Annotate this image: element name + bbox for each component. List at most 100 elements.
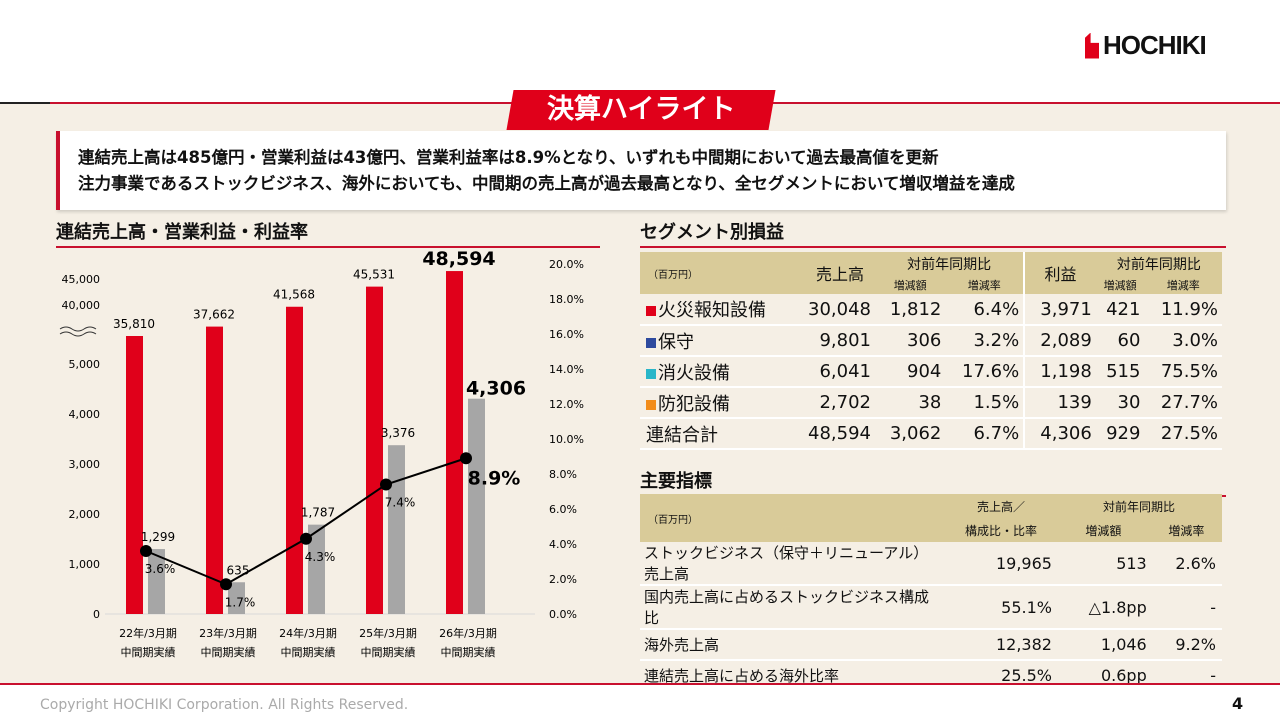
profit-bar — [148, 549, 165, 614]
sales-data-label: 45,531 — [353, 268, 395, 282]
divider-accent — [0, 102, 50, 104]
category-label: 中間期実績 — [121, 645, 176, 659]
cell-pr: 3.0% — [1144, 325, 1222, 357]
right-tick: 14.0% — [549, 363, 584, 376]
table-row: 海外売上高 12,382 1,046 9.2% — [640, 629, 1222, 661]
profit-data-label: 635 — [227, 563, 250, 577]
sales-data-label: 35,810 — [113, 317, 155, 331]
profit-data-label: 4,306 — [466, 378, 526, 400]
cell-value: 25.5% — [946, 660, 1056, 692]
cell-profit: 139 — [1023, 387, 1096, 419]
kpi-section-title: 主要指標 — [640, 467, 1226, 497]
cell-pr: 27.5% — [1144, 418, 1222, 450]
sales-bar — [366, 286, 383, 614]
kpi-name: 国内売上高に占めるストックビジネス構成比 — [640, 585, 946, 630]
table-row: 防犯設備 2,702 38 1.5% 139 30 27.7% — [640, 387, 1222, 419]
segment-name: 防犯設備 — [640, 387, 805, 419]
segment-name-text: 火災報知設備 — [658, 300, 766, 321]
margin-data-label: 7.4% — [385, 496, 416, 510]
left-tick: 45,000 — [62, 273, 101, 286]
cell-pd: 515 — [1095, 356, 1145, 388]
cell-rate: 9.2% — [1150, 629, 1222, 661]
kpi-name: 海外売上高 — [640, 629, 946, 661]
header-value: 売上高／ — [946, 494, 1056, 518]
header-yoy: 対前年同期比 — [1095, 252, 1222, 276]
cell-sd: 3,062 — [875, 418, 946, 450]
summary-line: 注力事業であるストックビジネス、海外においても、中間期の売上高が過去最高となり、… — [78, 174, 1015, 193]
cell-sales: 9,801 — [805, 325, 875, 357]
segment-name: 火災報知設備 — [640, 294, 805, 326]
right-tick: 0.0% — [549, 608, 577, 621]
sales-profit-chart: 0 1,000 2,000 3,000 4,000 5,000 40,000 45,000 0.… — [59, 248, 584, 659]
unit-label: （百万円） — [640, 494, 946, 542]
cell-rate: - — [1150, 660, 1222, 692]
margin-point — [140, 545, 152, 557]
cell-value: 55.1% — [946, 585, 1056, 630]
kpi-name: 連結売上高に占める海外比率 — [640, 660, 946, 692]
table-row: 連結合計 48,594 3,062 6.7% 4,306 929 27.5% — [640, 418, 1222, 450]
segment-name-text: 連結合計 — [646, 424, 718, 446]
cell-pd: 421 — [1095, 294, 1145, 326]
cell-pr: 11.9% — [1144, 294, 1222, 326]
cell-profit: 1,198 — [1023, 356, 1096, 388]
sales-data-label: 37,662 — [193, 308, 235, 322]
segment-table: （百万円） 売上高 対前年同期比 利益 対前年同期比 増減額 増減率 増減額 増減率 火災報知… — [640, 252, 1222, 450]
header-rate: 増減率 — [1144, 276, 1222, 294]
cell-rate: - — [1150, 585, 1222, 630]
summary-line: 連結売上高は485億円・営業利益は43億円、営業利益率は8.9%となり、いずれも… — [78, 148, 939, 167]
left-tick: 3,000 — [69, 458, 101, 471]
header-profit: 利益 — [1023, 252, 1096, 294]
cell-diff: 1,046 — [1055, 629, 1151, 661]
margin-line — [145, 457, 467, 586]
right-tick: 8.0% — [549, 468, 577, 481]
right-tick: 16.0% — [549, 328, 584, 341]
copyright: Copyright HOCHIKI Corporation. All Right… — [40, 697, 409, 713]
kpi-table: （百万円） 売上高／ 対前年同期比 構成比・比率 増減額 増減率 ストックビジネス（保守… — [640, 494, 1222, 692]
cell-sd: 306 — [875, 325, 946, 357]
cell-sr: 6.7% — [945, 418, 1025, 450]
cell-sales: 2,702 — [805, 387, 875, 419]
header-rate: 増減率 — [945, 276, 1025, 294]
category-label: 24年/3月期 — [279, 626, 337, 640]
margin-data-label: 3.6% — [145, 562, 176, 576]
cell-pd: 60 — [1095, 325, 1145, 357]
cell-value: 12,382 — [946, 629, 1056, 661]
profit-bar — [308, 524, 325, 614]
header-diff: 増減額 — [1055, 518, 1151, 542]
header-diff: 増減額 — [875, 276, 946, 294]
legend-square-icon — [646, 337, 656, 348]
chart-section-title: 連結売上高・営業利益・利益率 — [56, 218, 600, 248]
right-tick: 12.0% — [549, 398, 584, 411]
right-tick: 10.0% — [549, 433, 584, 446]
cell-value: 19,965 — [946, 542, 1056, 586]
cell-profit: 3,971 — [1023, 294, 1096, 326]
cell-sd: 38 — [875, 387, 946, 419]
margin-data-label: 4.3% — [305, 550, 336, 564]
cell-sd: 904 — [875, 356, 946, 388]
profit-bar — [468, 398, 485, 614]
category-label: 22年/3月期 — [119, 626, 177, 640]
segment-name-text: 消火設備 — [658, 362, 730, 384]
sales-data-label: 41,568 — [273, 288, 315, 302]
logo-text: HOCHIKI — [1103, 30, 1207, 60]
table-row: 消火設備 6,041 904 17.6% 1,198 515 75.5% — [640, 356, 1222, 388]
table-row: 連結売上高に占める海外比率 25.5% 0.6pp - — [640, 660, 1222, 692]
legend-square-icon — [646, 306, 656, 316]
footer-divider — [0, 683, 1280, 685]
segment-name: 保守 — [640, 325, 805, 357]
header-rate: 増減率 — [1150, 518, 1222, 542]
cell-sr: 6.4% — [945, 294, 1025, 326]
header-yoy: 対前年同期比 — [875, 252, 1025, 276]
cell-profit: 4,306 — [1023, 418, 1096, 450]
cell-pd: 929 — [1095, 418, 1145, 450]
cell-sd: 1,812 — [875, 294, 946, 326]
sales-bar — [126, 336, 143, 614]
kpi-name: ストックビジネス（保守＋リニューアル）売上高 — [640, 542, 946, 586]
category-label: 26年/3月期 — [439, 626, 497, 640]
left-tick: 4,000 — [69, 408, 101, 421]
category-label: 25年/3月期 — [359, 626, 417, 640]
hochiki-logo: HOCHIKI — [1085, 30, 1207, 61]
category-label: 中間期実績 — [201, 645, 256, 659]
sales-data-label: 48,594 — [422, 248, 495, 270]
table-row: 火災報知設備 30,048 1,812 6.4% 3,971 421 11.9% — [640, 294, 1222, 326]
